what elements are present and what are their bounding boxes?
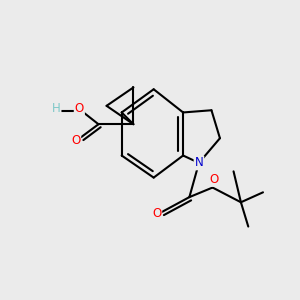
Text: O: O (75, 102, 84, 115)
Text: O: O (210, 173, 219, 186)
Text: N: N (195, 156, 203, 170)
Text: O: O (71, 134, 80, 147)
Text: O: O (152, 207, 161, 220)
Text: H: H (52, 102, 61, 115)
